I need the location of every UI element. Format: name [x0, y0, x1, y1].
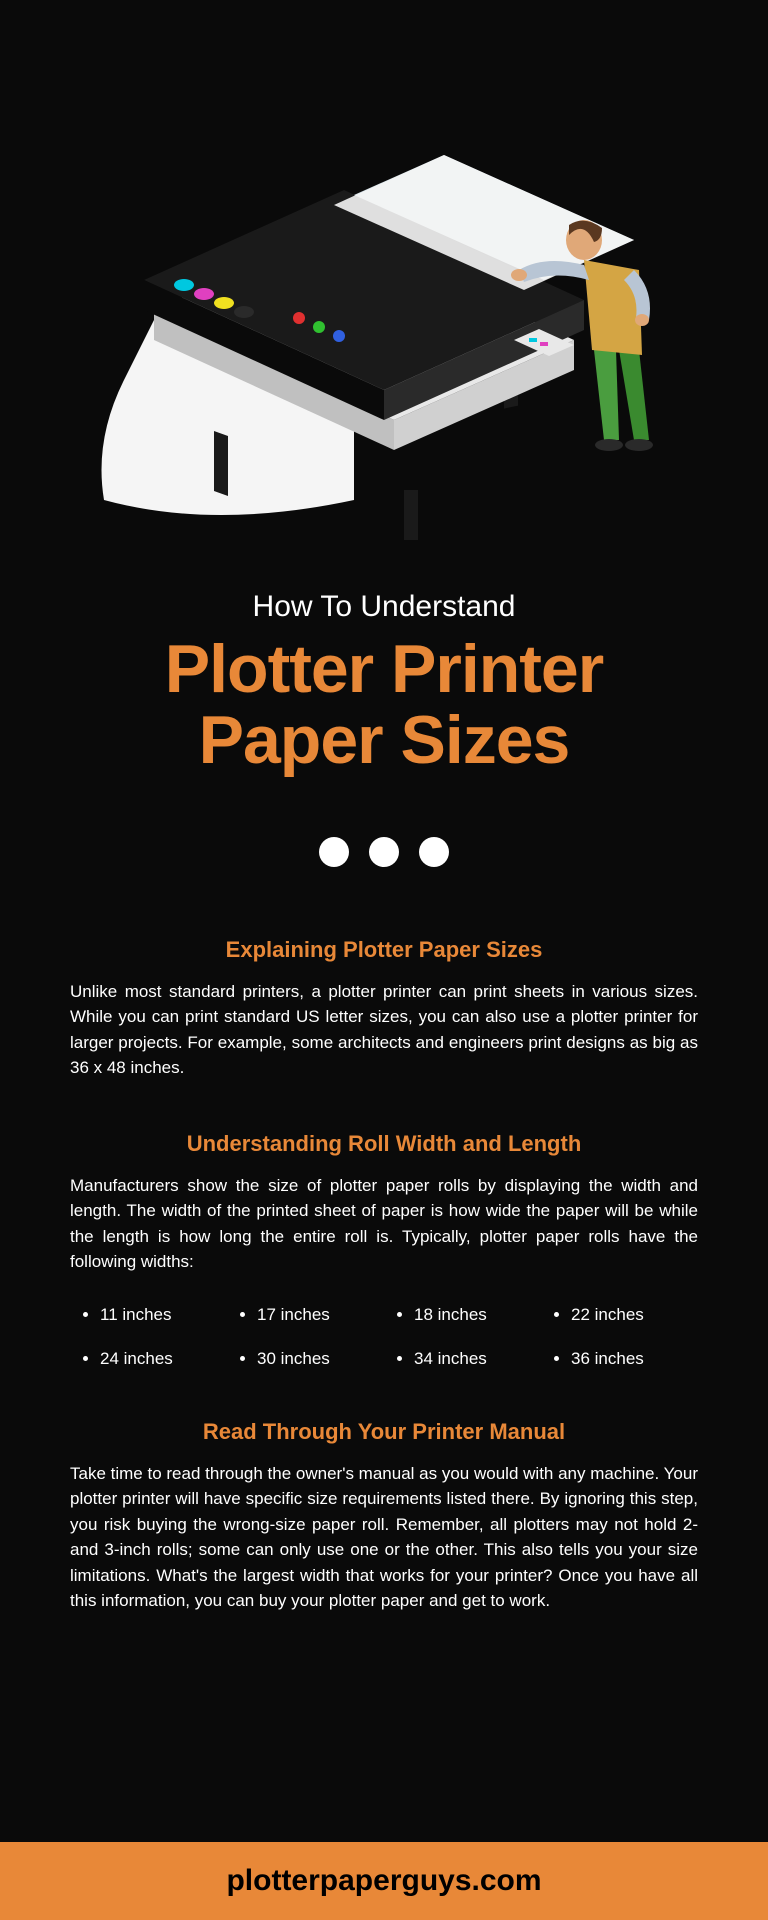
- width-item: 18 inches: [414, 1305, 531, 1325]
- section-body: Take time to read through the owner's ma…: [70, 1461, 698, 1614]
- width-item: 30 inches: [257, 1349, 374, 1369]
- section-widths: Understanding Roll Width and Length Manu…: [70, 1131, 698, 1369]
- dot: [369, 837, 399, 867]
- width-item: 36 inches: [571, 1349, 688, 1369]
- width-item: 17 inches: [257, 1305, 374, 1325]
- section-heading: Understanding Roll Width and Length: [70, 1131, 698, 1157]
- pre-title: How To Understand: [40, 590, 728, 624]
- main-title: Plotter Printer Paper Sizes: [40, 634, 728, 777]
- width-item: 34 inches: [414, 1349, 531, 1369]
- section-body: Unlike most standard printers, a plotter…: [70, 979, 698, 1081]
- width-item: 24 inches: [100, 1349, 217, 1369]
- dot: [419, 837, 449, 867]
- section-heading: Explaining Plotter Paper Sizes: [70, 937, 698, 963]
- section-manual: Read Through Your Printer Manual Take ti…: [70, 1419, 698, 1614]
- section-body: Manufacturers show the size of plotter p…: [70, 1173, 698, 1275]
- width-item: 11 inches: [100, 1305, 217, 1325]
- widths-grid: 11 inches 17 inches 18 inches 22 inches …: [70, 1305, 698, 1369]
- header: How To Understand Plotter Printer Paper …: [0, 560, 768, 797]
- section-explain: Explaining Plotter Paper Sizes Unlike mo…: [70, 937, 698, 1081]
- content: Explaining Plotter Paper Sizes Unlike mo…: [0, 937, 768, 1614]
- width-item: 22 inches: [571, 1305, 688, 1325]
- dot: [319, 837, 349, 867]
- plotter-icon: [74, 60, 694, 540]
- section-heading: Read Through Your Printer Manual: [70, 1419, 698, 1445]
- footer: plotterpaperguys.com: [0, 1842, 768, 1920]
- plotter-illustration: [0, 0, 768, 560]
- dots-divider: [0, 837, 768, 867]
